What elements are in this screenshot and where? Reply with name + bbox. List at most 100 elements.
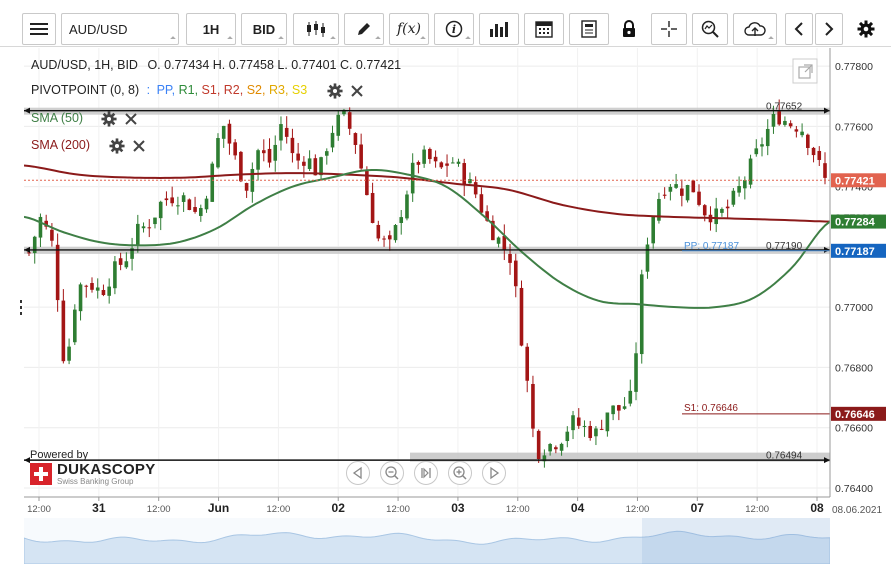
candle <box>674 173 678 189</box>
price-side-select[interactable]: BID <box>241 13 287 45</box>
indicators-button[interactable]: f(x) <box>389 13 429 45</box>
pan-right-button[interactable] <box>482 461 506 485</box>
price-chart[interactable]: 0.77652 0.77190 0.76494 PP: 0.77187 S1: 0.76… <box>24 48 891 518</box>
menu-button[interactable] <box>22 13 56 45</box>
candle <box>680 179 684 207</box>
close-icon <box>133 140 145 152</box>
crosshair-button[interactable] <box>651 13 687 45</box>
candle <box>210 161 215 202</box>
candle-body <box>542 455 547 462</box>
candle-body <box>187 199 192 210</box>
pan-left-button[interactable] <box>346 461 370 485</box>
chart-type-select[interactable] <box>293 13 339 45</box>
overview-navigator[interactable] <box>24 518 830 564</box>
price-badge-box <box>831 406 886 421</box>
candle-body <box>55 244 60 301</box>
candle-body <box>101 289 106 296</box>
price-badge-label: 0.77421 <box>835 175 875 187</box>
candle-body <box>491 220 495 241</box>
brand-name: DUKASCOPY <box>57 461 156 478</box>
dropdown-corner-icon <box>170 36 176 42</box>
zoom-button[interactable] <box>692 13 728 45</box>
cloud-upload-button[interactable] <box>733 13 777 45</box>
candle <box>536 429 541 463</box>
reset-view-button[interactable] <box>414 461 438 485</box>
zoom-in-button[interactable] <box>448 461 472 485</box>
candle-body <box>256 150 260 170</box>
drawing-tools-button[interactable] <box>344 13 384 45</box>
candle-body <box>376 224 381 239</box>
sma50-settings-button[interactable] <box>101 111 117 127</box>
sma200-remove-button[interactable] <box>131 138 147 154</box>
mid-line-arrow-right <box>824 246 830 253</box>
fullscreen-button-box[interactable] <box>792 58 818 84</box>
candle-body <box>113 261 117 289</box>
time-tick-label: 04 <box>571 501 585 515</box>
info-icon: i <box>445 20 463 38</box>
candle-body <box>61 300 66 362</box>
candle <box>508 243 512 275</box>
price-tick-label: 0.77600 <box>835 121 873 133</box>
candle-body <box>462 163 467 185</box>
candle-body <box>227 123 232 144</box>
candle-body <box>582 425 587 427</box>
candle-body <box>147 227 152 229</box>
candle-body <box>170 197 174 204</box>
candle-body <box>221 125 226 139</box>
candle-body <box>387 235 392 240</box>
candle <box>307 150 312 172</box>
dropdown-corner-icon <box>420 36 426 42</box>
candle-body <box>302 161 306 166</box>
candle <box>273 135 278 172</box>
brand-tagline: Swiss Banking Group <box>57 477 134 486</box>
pivot-remove-button[interactable] <box>349 83 365 99</box>
fx-icon: f(x) <box>396 21 421 37</box>
zoom-out-button[interactable] <box>380 461 404 485</box>
candle <box>290 128 295 163</box>
sma50-remove-button[interactable] <box>123 111 139 127</box>
template-button[interactable] <box>569 13 609 45</box>
candle-body <box>176 205 180 207</box>
info-button[interactable]: i <box>434 13 474 45</box>
candle-body <box>416 162 421 165</box>
candle-body <box>433 156 438 162</box>
pivot-level-r1: R1, <box>178 83 202 97</box>
pivot-settings-button[interactable] <box>327 83 343 99</box>
candlestick-icon <box>307 21 325 37</box>
candle-body <box>158 201 163 219</box>
navigator-price-area <box>24 530 830 564</box>
settings-button[interactable] <box>852 13 880 45</box>
timeframe-select[interactable]: 1H <box>186 13 236 45</box>
price-side-select-value: BID <box>252 21 276 37</box>
dropdown-corner-icon <box>278 36 284 42</box>
reset-view-icon <box>421 467 431 479</box>
candle <box>198 204 203 222</box>
lock-button[interactable] <box>614 13 644 45</box>
calendar-button[interactable] <box>524 13 564 45</box>
candle <box>657 192 661 224</box>
candle <box>725 199 730 218</box>
candle-body <box>725 206 730 209</box>
volume-button[interactable] <box>479 13 519 45</box>
sma200-settings-button[interactable] <box>109 138 125 154</box>
level-lines: 0.77652 0.77190 0.76494 PP: 0.77187 S1: 0.76… <box>24 102 830 464</box>
candle-body <box>714 208 718 225</box>
candle-body <box>107 286 111 296</box>
candle <box>611 405 615 421</box>
candle <box>107 278 111 304</box>
fullscreen-button[interactable] <box>792 58 818 84</box>
candle-body <box>38 216 43 238</box>
scroll-left-button[interactable] <box>785 13 813 45</box>
candle <box>691 180 696 193</box>
candle-body <box>399 217 404 224</box>
candle <box>559 442 564 456</box>
candle <box>370 182 375 224</box>
candle <box>158 200 163 231</box>
symbol-select[interactable]: AUD/USD <box>61 13 179 45</box>
candle-body <box>668 186 673 192</box>
panel-resize-grip[interactable] <box>19 298 23 318</box>
candle-body <box>136 223 140 246</box>
candle-body <box>605 412 610 432</box>
navigator-window[interactable] <box>642 518 830 564</box>
scroll-right-button[interactable] <box>815 13 843 45</box>
